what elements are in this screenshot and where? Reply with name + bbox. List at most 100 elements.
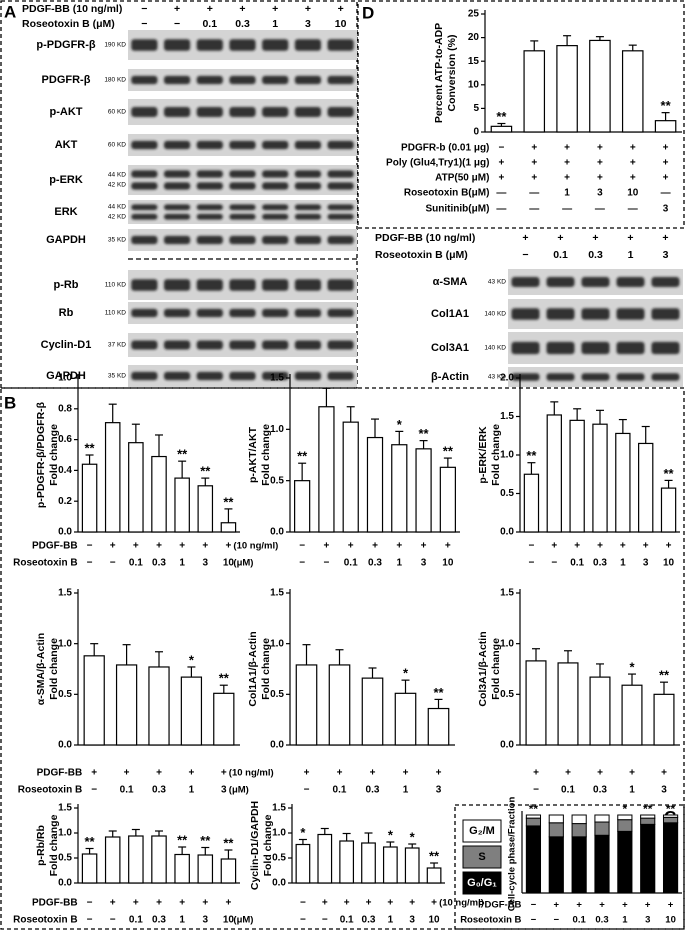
condition-value: −: [87, 541, 93, 552]
y-tick-label: 0.0: [58, 740, 72, 751]
condition-value: +: [133, 898, 139, 909]
y-tick-label: 1.5: [270, 588, 284, 599]
panel-frame: [0, 387, 685, 930]
condition-value: —: [529, 188, 539, 199]
condition-value: +: [124, 768, 130, 779]
significance: **: [85, 834, 96, 849]
y-tick-label: 0.8: [58, 403, 72, 414]
condition-value: +: [337, 768, 343, 779]
weight-marker: 190 KD: [104, 42, 126, 49]
significance: **: [443, 444, 454, 459]
y-tick-label: 0.4: [58, 465, 72, 476]
y-axis-label: Cell-cycle phase/Fraction: [507, 797, 518, 912]
blot-band: [229, 140, 256, 150]
condition-value: +: [156, 768, 162, 779]
condition-value: +: [272, 3, 278, 15]
condition-value: −: [498, 143, 504, 154]
significance: *: [397, 417, 403, 432]
condition-value: 1: [629, 785, 635, 796]
weight-marker: 44 KD: [108, 204, 126, 211]
condition-unit: (10 ng/ml): [439, 898, 484, 909]
blot-band: [262, 235, 289, 245]
y-tick-label: 0.5: [58, 689, 72, 700]
y-tick-label: 0.0: [58, 878, 72, 889]
blot-band: [229, 279, 256, 291]
condition-unit: (μM): [233, 915, 253, 926]
bar-segment: [548, 814, 564, 824]
significance: **: [433, 685, 444, 700]
bar: [589, 39, 611, 133]
condition-value: +: [348, 541, 354, 552]
bar: [220, 858, 237, 884]
blot-band: [196, 340, 223, 350]
significance: **: [666, 802, 676, 816]
blot-band: [327, 279, 354, 291]
y-axis-label: Conversion (%): [446, 34, 458, 111]
y-tick-label: 0.5: [270, 475, 284, 486]
weight-marker: 42 KD: [108, 214, 126, 221]
weight-marker: 37 KD: [108, 342, 126, 349]
bar: [653, 693, 675, 746]
y-axis-label: Fold change: [48, 814, 60, 876]
bar: [621, 684, 643, 746]
y-axis-label: Fold change: [48, 638, 60, 700]
condition-value: 1: [179, 915, 185, 926]
condition-value: −: [141, 18, 147, 30]
y-tick-label: 0.0: [270, 527, 284, 538]
condition-value: 3: [663, 204, 669, 215]
condition-value: +: [662, 232, 668, 244]
bar-segment: [571, 823, 587, 838]
bar: [318, 406, 335, 533]
y-tick-label: 1.5: [58, 588, 72, 599]
condition-value: +: [226, 541, 232, 552]
y-tick-label: 5: [473, 103, 479, 114]
condition-value: 0.1: [120, 785, 134, 796]
bar: [180, 676, 203, 746]
blot-band: [163, 308, 191, 318]
blot-band: [616, 308, 645, 320]
condition-value: +: [668, 900, 674, 911]
condition-value: +: [133, 541, 139, 552]
blot-band: [196, 39, 223, 51]
condition-value: 0.3: [593, 785, 607, 796]
blot-band: [651, 277, 680, 287]
condition-value: −: [322, 915, 328, 926]
y-tick-label: 1.5: [500, 411, 514, 422]
significance: **: [200, 833, 211, 848]
bar: [339, 840, 355, 884]
y-tick-label: 1.5: [272, 803, 286, 814]
condition-value: +: [630, 158, 636, 169]
condition-value: −: [87, 898, 93, 909]
blot-band: [229, 213, 256, 220]
condition-value: +: [531, 173, 537, 184]
y-tick-label: 1.0: [58, 828, 72, 839]
condition-value: 0.3: [152, 785, 166, 796]
bar-segment: [571, 814, 587, 825]
y-tick-label: 20: [468, 32, 480, 43]
condition-value: +: [110, 898, 116, 909]
blot-band: [163, 140, 191, 150]
blot-band: [511, 373, 540, 381]
bar-segment: [640, 817, 656, 825]
blot-band: [294, 235, 322, 245]
condition-value: 0.3: [593, 558, 607, 569]
blot-band: [229, 371, 256, 381]
condition-value: +: [663, 143, 669, 154]
condition-value: +: [324, 541, 330, 552]
condition-value: 0.1: [202, 18, 217, 30]
blot-band: [163, 235, 191, 245]
condition-value: −: [529, 558, 535, 569]
bar: [295, 843, 311, 884]
condition-value: −: [531, 900, 537, 911]
bar: [342, 421, 359, 533]
blot-band: [327, 371, 354, 381]
bar-segment: [548, 822, 564, 838]
condition-value: −: [531, 915, 537, 926]
condition-value: 3: [409, 915, 415, 926]
condition-value: +: [207, 3, 213, 15]
blot-band: [262, 39, 289, 51]
weight-marker: 140 KD: [484, 345, 506, 352]
legend-label: G₀/G₁: [467, 877, 497, 889]
condition-label: PDGF-BB: [37, 768, 83, 779]
blot-label: p-PDGFR-β: [36, 39, 96, 51]
